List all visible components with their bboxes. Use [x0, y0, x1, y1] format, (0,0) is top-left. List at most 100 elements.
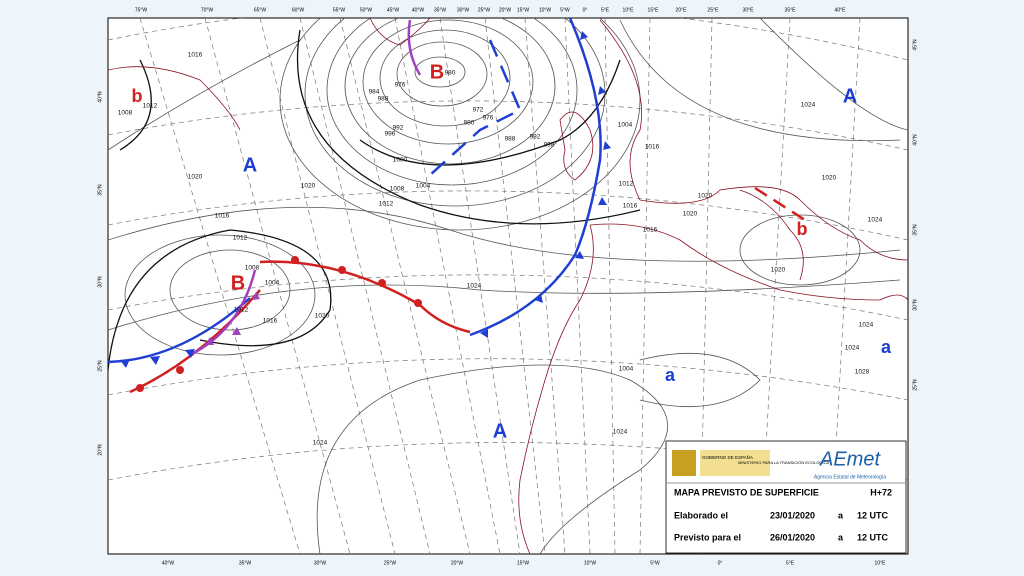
lon-label: 60°W	[292, 7, 305, 13]
isobar-label: 1020	[301, 183, 316, 190]
lat-label: 40°N	[97, 91, 103, 103]
lon-label: 5°W	[650, 560, 660, 566]
lon-label: 55°W	[333, 7, 346, 13]
made-date: 23/01/2020	[770, 510, 815, 520]
lon-label: 20°E	[676, 7, 688, 13]
isobar-label: 1004	[416, 183, 431, 190]
lon-label: 5°E	[601, 7, 610, 13]
isobar-label: 1024	[613, 429, 628, 436]
lon-label: 40°W	[412, 7, 425, 13]
isobar-label: 998	[544, 142, 555, 149]
lon-label: 65°W	[254, 7, 267, 13]
isobar-label: 1012	[233, 235, 248, 242]
lon-label: 20°W	[499, 7, 512, 13]
isobar-label: 992	[530, 134, 541, 141]
lat-label: 30°N	[912, 299, 918, 311]
isobar-label: 1012	[234, 307, 249, 314]
cold-front	[469, 18, 602, 337]
isobar-label: 1008	[118, 110, 133, 117]
lon-label: 35°W	[434, 7, 447, 13]
legend-title: MAPA PREVISTO DE SUPERFICIE	[674, 487, 819, 497]
isobar-label: 972	[473, 107, 484, 114]
isobar-label: 984	[369, 89, 380, 96]
isobar-label: 1004	[265, 280, 280, 287]
pressure-center: B	[231, 272, 245, 294]
lon-label: 75°W	[135, 7, 148, 13]
made-label: Elaborado el	[674, 510, 728, 520]
isobar-label: 1016	[623, 203, 638, 210]
lat-label: 25°N	[912, 379, 918, 391]
made-a: a	[838, 510, 844, 520]
isobar-label: 976	[483, 115, 494, 122]
isobar-label: 1024	[845, 345, 860, 352]
lon-label: 50°W	[360, 7, 373, 13]
lon-label: 30°W	[457, 7, 470, 13]
isobar-label: 1008	[390, 186, 405, 193]
legend: GOBIERNO DE ESPAÑA MINISTERIO PARA LA TR…	[665, 440, 907, 554]
gov-text: GOBIERNO DE ESPAÑA	[702, 454, 753, 460]
isobar-label: 1020	[822, 175, 837, 182]
lon-label: 40°E	[835, 7, 847, 13]
graticule	[108, 18, 908, 554]
lat-label: 45°N	[912, 39, 918, 51]
isobar-label: 1020	[683, 211, 698, 218]
lon-label: 25°E	[708, 7, 720, 13]
isobar-label: 1016	[643, 227, 658, 234]
lon-label: 15°W	[517, 560, 530, 566]
lon-label: 30°W	[314, 560, 327, 566]
isobar-label: 980	[464, 120, 475, 127]
valid-time: 12 UTC	[857, 532, 889, 542]
made-time: 12 UTC	[857, 510, 889, 520]
isobar-label: 996	[385, 131, 396, 138]
isobar-label: 1012	[619, 181, 634, 188]
lon-label: 15°W	[517, 7, 530, 13]
trough	[754, 186, 806, 222]
isobars-main	[108, 29, 641, 371]
isobar-label: 1020	[771, 267, 786, 274]
lat-label: 20°N	[97, 444, 103, 456]
valid-a: a	[838, 532, 844, 542]
occluded-front	[407, 19, 422, 76]
valid-label: Previsto para el	[674, 532, 741, 542]
lon-label: 0°	[718, 560, 723, 566]
isobar-label: 992	[393, 125, 404, 132]
isobar-label: 1024	[467, 283, 482, 290]
pressure-center: B	[430, 61, 444, 83]
lon-label: 45°W	[387, 7, 400, 13]
lon-label: 25°W	[384, 560, 397, 566]
isobar-label: 1016	[215, 213, 230, 220]
pressure-center: b	[797, 219, 808, 239]
ministry-text: MINISTERIO PARA LA TRANSICIÓN ECOLÓGICA	[738, 460, 830, 465]
lon-label: 0°	[583, 7, 588, 13]
isobar-label: 1020	[315, 313, 330, 320]
lon-label: 25°W	[478, 7, 491, 13]
legend-horizon: H+72	[870, 487, 892, 497]
lon-label: 35°W	[239, 560, 252, 566]
isobar-label: 1024	[859, 322, 874, 329]
lon-label: 30°E	[743, 7, 755, 13]
lon-label: 5°E	[786, 560, 795, 566]
gov-badge	[700, 450, 770, 476]
lon-label: 20°W	[451, 560, 464, 566]
isobar-label: 1020	[698, 193, 713, 200]
lat-label: 35°N	[97, 184, 103, 196]
lon-label: 10°E	[623, 7, 635, 13]
lat-label: 25°N	[97, 360, 103, 372]
lon-label: 10°E	[875, 560, 887, 566]
lon-label: 70°W	[201, 7, 214, 13]
warm-front	[259, 260, 471, 334]
isobar-label: 1016	[263, 318, 278, 325]
logo: AEmet	[819, 448, 881, 470]
pressure-center: a	[881, 337, 892, 357]
lon-label: 5°W	[560, 7, 570, 13]
isobar-label: 988	[378, 96, 389, 103]
isobar-label: 1004	[618, 122, 633, 129]
isobar-label: 1000	[393, 157, 408, 164]
pressure-center: b	[132, 86, 143, 106]
isobar-label: 1016	[645, 144, 660, 151]
lon-label: 15°E	[648, 7, 660, 13]
isobar-label: 1024	[313, 440, 328, 447]
trough	[429, 39, 522, 176]
isobar-label: 1012	[379, 201, 394, 208]
